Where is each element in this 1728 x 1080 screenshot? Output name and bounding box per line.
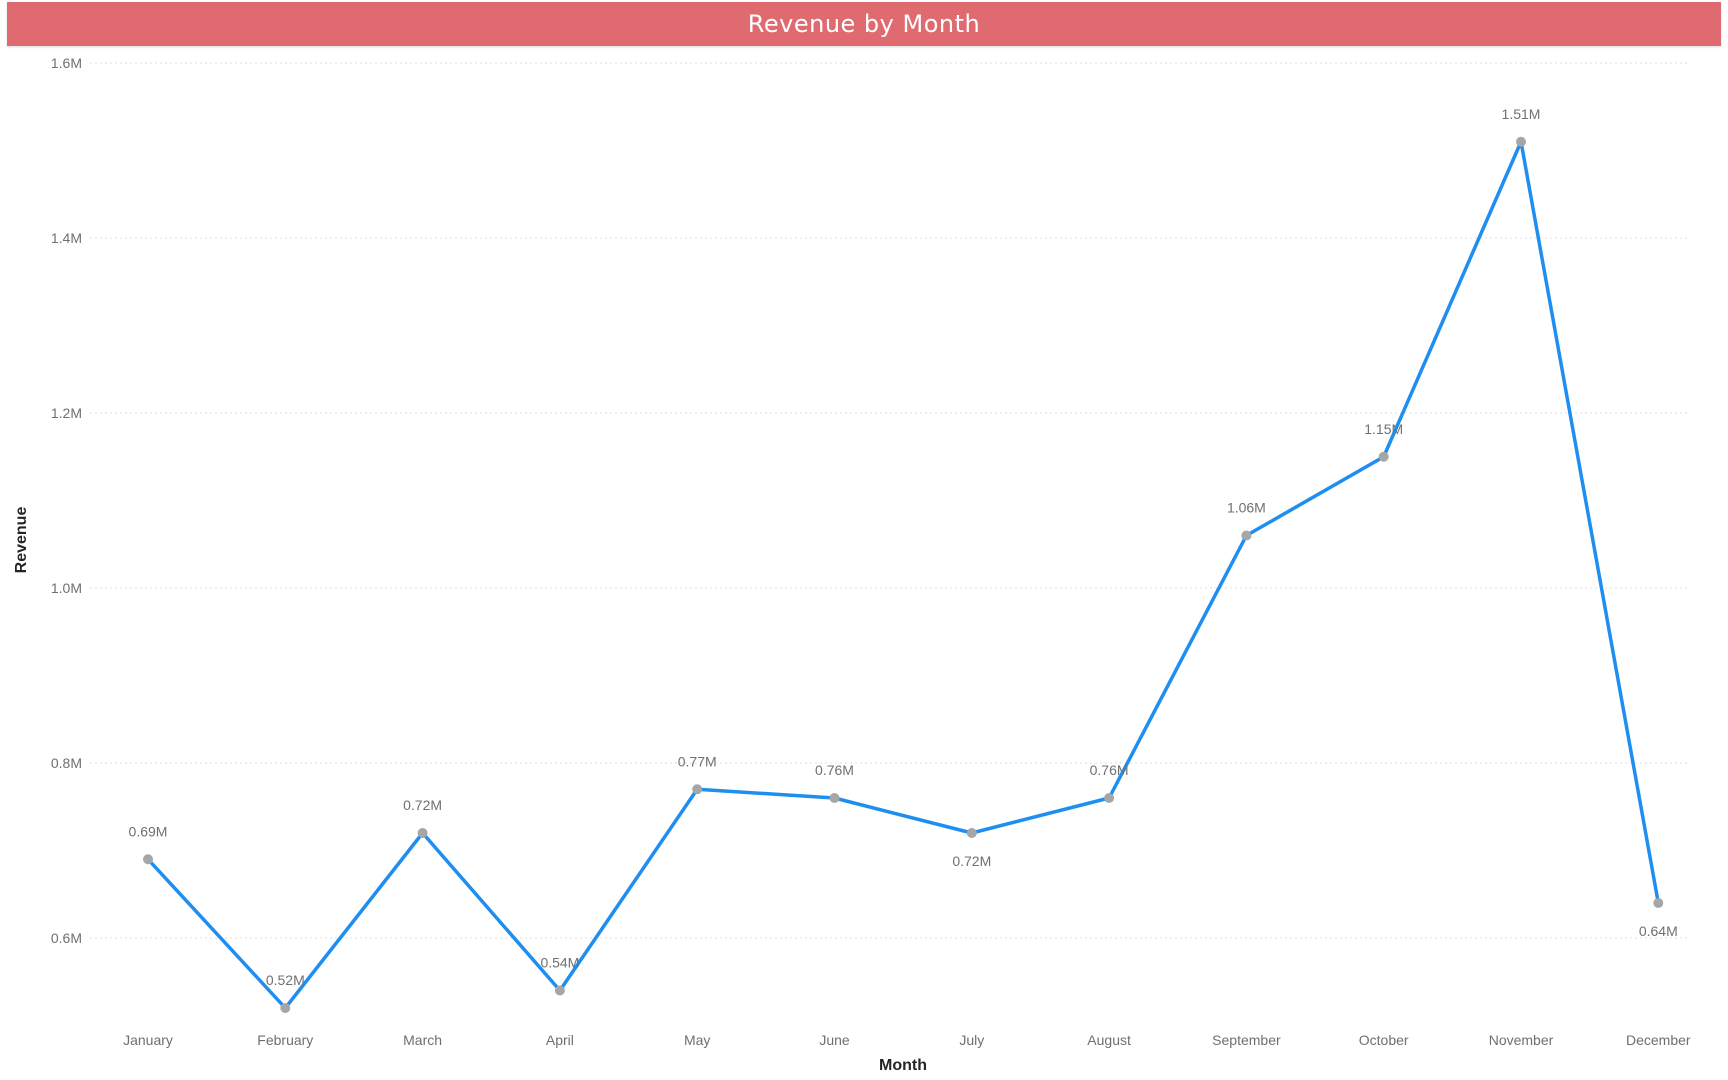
x-tick-label: March [403, 1032, 442, 1048]
x-tick-label: May [684, 1032, 710, 1048]
chart-title-bar: Revenue by Month [7, 2, 1721, 46]
y-tick-label: 1.6M [51, 55, 82, 71]
data-point [966, 828, 977, 838]
data-point [417, 828, 428, 838]
x-tick-label: June [819, 1032, 850, 1048]
data-label: 0.72M [952, 853, 991, 869]
data-label: 0.76M [1090, 762, 1129, 778]
x-tick-label: October [1359, 1032, 1409, 1048]
data-label: 1.06M [1227, 500, 1266, 516]
data-label: 1.51M [1502, 106, 1541, 122]
x-tick-label: February [257, 1032, 313, 1048]
data-point [692, 784, 703, 795]
x-axis-title: Month [879, 1057, 927, 1074]
y-tick-label: 0.6M [51, 930, 82, 946]
y-tick-label: 0.8M [51, 755, 82, 771]
data-point [1516, 136, 1526, 147]
gridlines [90, 62, 1690, 939]
data-point [280, 1003, 291, 1013]
data-point [143, 854, 153, 865]
data-point [1104, 793, 1115, 803]
y-tick-label: 1.0M [51, 580, 82, 596]
x-tick-label: August [1087, 1032, 1131, 1048]
data-points [143, 136, 1664, 1013]
x-tick-label: April [546, 1032, 574, 1048]
data-label: 0.54M [540, 955, 579, 971]
x-tick-label: November [1489, 1032, 1554, 1048]
revenue-series-line [146, 140, 1661, 1010]
y-axis-title: Revenue [13, 507, 30, 574]
data-label: 1.15M [1364, 421, 1403, 437]
data-point [1653, 898, 1664, 908]
x-tick-label: July [959, 1032, 984, 1048]
x-tick-label: December [1626, 1032, 1691, 1048]
x-tick-label: September [1212, 1032, 1281, 1048]
x-axis: January February March April May June July Augu… [123, 1032, 1691, 1048]
y-axis: 0.6M 0.8M 1.0M 1.2M 1.4M 1.6M [51, 55, 82, 946]
data-point [829, 793, 840, 803]
x-tick-label: January [123, 1032, 173, 1048]
data-label: 0.64M [1639, 923, 1678, 939]
data-label: 0.77M [678, 753, 717, 769]
data-label: 0.72M [403, 797, 442, 813]
data-labels: 0.69M 0.52M 0.72M 0.54M 0.77M 0.76M 0.72M 0.76M… [129, 106, 1678, 988]
data-label: 0.76M [815, 762, 854, 778]
data-point [1241, 530, 1252, 541]
y-tick-label: 1.4M [51, 230, 82, 246]
chart-title: Revenue by Month [747, 10, 981, 38]
data-point [1378, 451, 1389, 462]
data-point [554, 985, 565, 996]
data-label: 0.52M [266, 972, 305, 988]
data-label: 0.69M [129, 823, 168, 839]
y-tick-label: 1.2M [51, 405, 82, 421]
